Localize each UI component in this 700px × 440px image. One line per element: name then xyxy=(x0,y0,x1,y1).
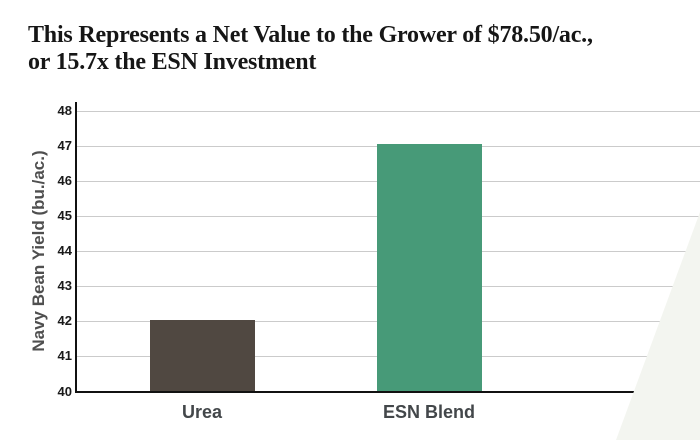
y-tick-label: 47 xyxy=(57,138,72,153)
chart-title-line1: This Represents a Net Value to the Growe… xyxy=(28,22,593,48)
x-axis-line xyxy=(75,391,700,393)
gridline xyxy=(77,111,700,112)
x-label-esn-blend: ESN Blend xyxy=(382,402,475,422)
y-axis-line xyxy=(75,102,77,393)
y-tick-label: 45 xyxy=(57,208,72,223)
decorative-wedge xyxy=(616,212,700,440)
y-tick-label: 41 xyxy=(57,348,72,363)
bar-urea xyxy=(149,319,255,392)
chart-title: This Represents a Net Value to the Growe… xyxy=(28,22,593,76)
chart-title-line2: or 15.7x the ESN Investment xyxy=(28,49,317,75)
y-tick-label: 42 xyxy=(57,313,72,328)
y-tick-label: 48 xyxy=(57,103,72,118)
y-tick-label: 40 xyxy=(57,384,72,399)
y-tick-label: 43 xyxy=(57,278,72,293)
y-tick-label: 46 xyxy=(57,173,72,188)
bar-esn-blend xyxy=(376,144,482,392)
x-label-urea: Urea xyxy=(181,402,223,422)
y-tick-label: 44 xyxy=(57,243,72,258)
